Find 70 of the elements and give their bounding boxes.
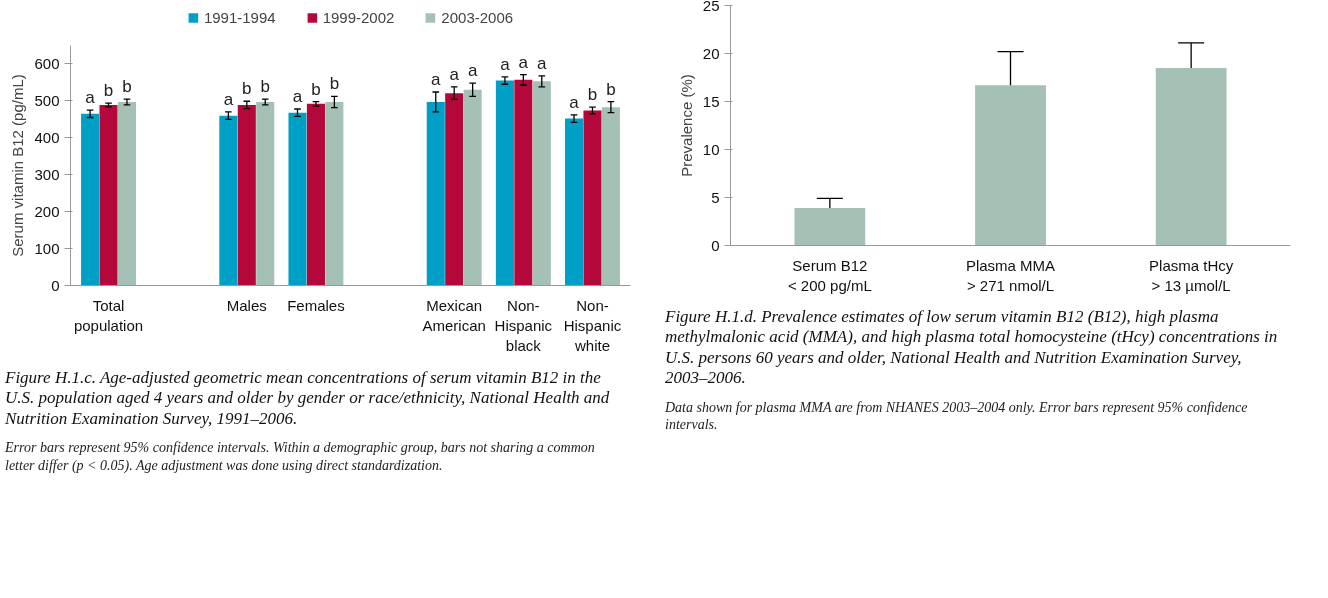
data-label: b (122, 77, 132, 97)
data-label: b (606, 79, 616, 99)
bar (426, 101, 445, 286)
bar (306, 103, 325, 286)
y-tick-label: 500 (34, 91, 60, 109)
data-label: a (449, 64, 460, 84)
bar (117, 101, 136, 286)
y-tick-label: 10 (702, 140, 720, 158)
x-tick-label: Non- Hispanic white (563, 296, 622, 355)
bar (583, 110, 602, 286)
text: Figure H.1.d. Prevalence estimates of low serum vitamin B12 (B12), high plasma methylmalonic acid (MMA), and high plasma total homocysteine (tHcy) concentrations in U.S. persons 60 years and older, National Health and Nutrition Examination Survey, 2003–2006. (665, 307, 1279, 389)
bar (495, 80, 514, 286)
x-tick-label: Total population (73, 296, 144, 334)
data-label: b (242, 79, 252, 99)
legend-label: 2003-2006 (441, 8, 514, 26)
data-label: a (223, 89, 234, 109)
x-tick-label: Males (226, 296, 267, 314)
data-label: a (569, 92, 580, 112)
bar (514, 79, 533, 286)
data-label: a (537, 53, 548, 73)
x-tick-label: Plasma MMA > 271 nmol/L (965, 256, 1056, 294)
y-tick-label: 400 (34, 128, 60, 146)
data-label: a (85, 88, 96, 108)
bar (288, 112, 307, 286)
x-tick-label: Serum B12 < 200 pg/mL (787, 256, 872, 294)
bar (794, 208, 866, 246)
y-tick-label: 300 (34, 165, 60, 183)
bar (219, 115, 238, 286)
data-label: a (431, 70, 442, 90)
bar (256, 101, 275, 286)
data-label: b (260, 77, 270, 97)
bar (81, 113, 100, 286)
text: Error bars represent 95% confidence intervals. Within a demographic group, bars not sharing a common letter differ (p < 0.05). Age adjustment was done using direct standardization. (5, 439, 596, 475)
data-label: b (103, 81, 114, 101)
x-tick-label: Non- Hispanic black (494, 296, 553, 355)
text: Figure H.1.c. Age-adjusted geometric mean concentrations of serum vitamin B12 in the U.S. population aged 4 years and older by gender or race/ethnicity, National Health and Nutrition Examination Survey, 1991–2006. (5, 368, 611, 430)
y-tick-label: 5 (711, 188, 720, 206)
bar (325, 101, 344, 286)
y-tick-label: 0 (51, 276, 60, 294)
y-tick-label: 20 (702, 44, 720, 62)
bar (99, 104, 118, 286)
y-tick-label: 15 (702, 92, 720, 110)
bar (975, 85, 1046, 246)
data-label: b (329, 74, 340, 94)
bar (601, 107, 620, 286)
text: Data shown for plasma MMA are from NHANES 2003–2004 only. Error bars represent 95% confidence intervals. (665, 398, 1249, 434)
data-label: a (467, 61, 478, 81)
data-label: b (587, 85, 598, 105)
bar (445, 93, 464, 286)
bar (565, 118, 584, 286)
bar (463, 89, 482, 286)
y-tick-label: 0 (711, 236, 720, 254)
data-label: a (292, 87, 303, 107)
y-axis-title: Prevalence (%) (677, 74, 695, 177)
y-axis-title: Serum vitamin B12 (pg/mL) (9, 74, 27, 257)
x-tick-label: Mexican American (422, 296, 486, 334)
bar (237, 104, 256, 286)
y-tick-label: 600 (34, 54, 60, 72)
bar (532, 81, 551, 286)
data-label: b (311, 79, 321, 99)
y-tick-label: 25 (702, 0, 720, 14)
y-tick-label: 100 (34, 239, 60, 257)
x-tick-label: Females (287, 296, 345, 314)
x-tick-label: Plasma tHcy > 13 µmol/L (1149, 256, 1234, 294)
bar (1155, 67, 1227, 246)
data-label: a (500, 54, 511, 74)
legend-label: 1991-1994 (203, 8, 276, 26)
data-label: a (518, 52, 529, 72)
legend-label: 1999-2002 (322, 8, 395, 26)
y-tick-label: 200 (34, 202, 60, 220)
